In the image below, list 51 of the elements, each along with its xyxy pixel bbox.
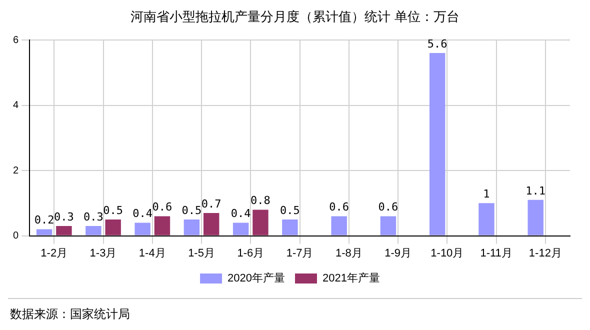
bar xyxy=(184,219,200,236)
data-label: 0.5 xyxy=(280,204,300,217)
bar xyxy=(36,229,52,236)
x-tick-label: 1-9月 xyxy=(384,247,412,260)
x-tick-label: 1-2月 xyxy=(40,247,68,260)
legend-label: 2020年产量 xyxy=(228,272,286,285)
bar xyxy=(380,216,396,236)
bar xyxy=(232,222,249,236)
bar xyxy=(331,216,347,236)
y-tick-label: 6 xyxy=(13,34,19,46)
chart-title: 河南省小型拖拉机产量分月度（累计值）统计 单位：万台 xyxy=(129,9,461,26)
x-tick-label: 1-4月 xyxy=(138,247,166,260)
y-tick-label: 0 xyxy=(13,230,19,242)
data-label: 0.3 xyxy=(54,210,74,224)
data-label: 5.6 xyxy=(427,37,448,50)
data-label: 0.3 xyxy=(83,210,104,224)
y-tick-label: 2 xyxy=(13,165,19,176)
bar xyxy=(203,212,220,236)
x-tick-label: 1-5月 xyxy=(188,247,215,260)
data-label: 1.1 xyxy=(526,184,546,198)
bar xyxy=(478,203,494,236)
bar xyxy=(105,219,121,236)
x-tick-label: 1-8月 xyxy=(335,247,362,260)
x-tick-label: 1-3月 xyxy=(90,247,117,260)
data-label: 0.4 xyxy=(230,207,252,220)
bar xyxy=(56,226,72,236)
data-label: 0.6 xyxy=(378,200,398,214)
data-label: 0.4 xyxy=(132,207,153,220)
bar xyxy=(252,210,268,236)
y-tick-label: 4 xyxy=(13,100,19,112)
data-label: 0.5 xyxy=(103,204,124,217)
data-label: 0.8 xyxy=(250,194,270,208)
data-label: 0.5 xyxy=(182,204,202,217)
bar xyxy=(86,226,102,236)
x-tick-label: 1-10月 xyxy=(430,247,464,260)
bar xyxy=(154,216,170,236)
bar xyxy=(429,53,446,236)
x-tick-label: 1-11月 xyxy=(480,247,512,260)
x-tick-label: 1-7月 xyxy=(286,247,314,260)
source-note: 数据来源：国家统计局 xyxy=(10,306,130,323)
x-tick-label: 1-12月 xyxy=(528,247,562,260)
data-label: 1 xyxy=(483,188,490,201)
data-label: 0.6 xyxy=(329,200,350,214)
data-label: 0.6 xyxy=(152,200,172,214)
bar xyxy=(528,200,544,236)
x-tick-label: 1-6月 xyxy=(237,247,264,260)
bar xyxy=(134,222,150,236)
legend-label: 2021年产量 xyxy=(322,272,380,285)
bar xyxy=(282,219,298,236)
data-label: 0.7 xyxy=(201,197,222,210)
data-label: 0.2 xyxy=(34,214,54,227)
